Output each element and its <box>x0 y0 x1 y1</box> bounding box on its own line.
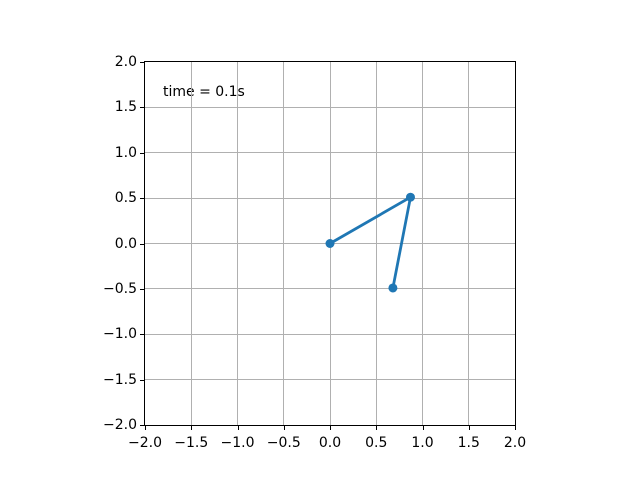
x-tick-mark <box>376 426 378 430</box>
series-layer <box>325 192 415 293</box>
y-tick-label: −1.5 <box>103 371 137 388</box>
x-tick-label: −1.5 <box>174 435 209 451</box>
x-tick-mark <box>330 426 331 430</box>
y-tick-label: −1.0 <box>103 326 137 343</box>
x-tick-label: 0.5 <box>365 435 388 451</box>
x-tick-mark <box>468 426 470 430</box>
y-tick-mark <box>140 62 144 63</box>
y-tick-label: 2.0 <box>114 54 137 70</box>
data-point-marker <box>405 192 415 202</box>
grid-line-horizontal <box>145 152 515 154</box>
x-tick-label: 1.5 <box>457 435 480 451</box>
data-point-marker <box>325 239 335 248</box>
y-tick-label: 1.0 <box>114 144 137 161</box>
x-tick-label: 1.0 <box>411 435 434 451</box>
grid-line-horizontal <box>145 106 515 108</box>
y-tick-mark <box>140 107 144 109</box>
y-tick-mark <box>140 152 144 154</box>
y-tick-label: 0.5 <box>114 190 137 207</box>
x-tick-mark <box>145 426 146 430</box>
y-tick-mark <box>140 334 144 336</box>
y-tick-label: 1.5 <box>114 99 137 116</box>
x-tick-mark <box>191 426 193 430</box>
grid-line-horizontal <box>145 333 515 335</box>
x-tick-mark <box>237 426 239 430</box>
pendulum-line <box>328 195 412 290</box>
y-tick-label: 0.0 <box>114 235 137 252</box>
x-tick-mark <box>422 426 424 430</box>
x-tick-label: −2.0 <box>128 435 162 451</box>
grid-line-horizontal <box>145 288 515 290</box>
y-tick-mark <box>140 288 144 290</box>
y-tick-label: −0.5 <box>103 280 137 297</box>
plot-area: time = 0.1s <box>144 61 516 426</box>
grid-line-horizontal <box>145 379 515 381</box>
y-tick-mark <box>140 198 144 200</box>
data-point-marker <box>388 283 398 293</box>
y-tick-label: −2.0 <box>103 417 137 433</box>
y-tick-mark <box>140 425 144 426</box>
x-tick-label: −1.0 <box>220 435 255 451</box>
x-tick-label: 2.0 <box>503 435 527 451</box>
x-tick-mark <box>515 426 516 430</box>
x-tick-label: 0.0 <box>318 435 342 451</box>
y-tick-mark <box>140 243 144 245</box>
y-tick-mark <box>140 379 144 381</box>
x-tick-label: −0.5 <box>266 435 301 451</box>
x-tick-mark <box>283 426 285 430</box>
grid-line-horizontal <box>145 197 515 199</box>
